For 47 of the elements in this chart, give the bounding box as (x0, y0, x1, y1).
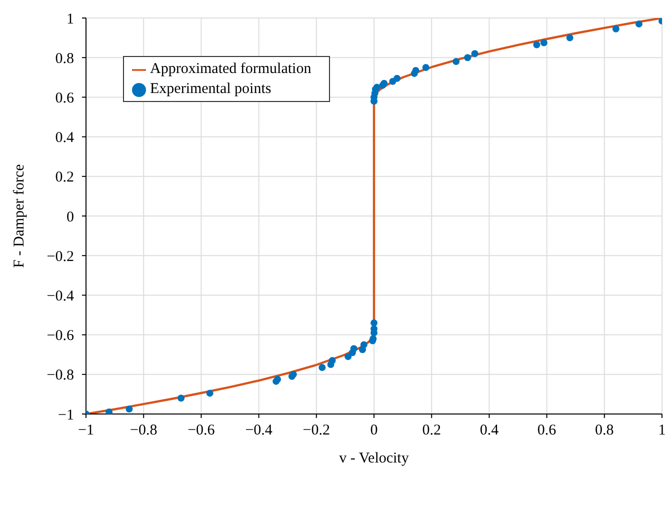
legend-label: Approximated formulation (150, 61, 312, 77)
legend-label: Experimental points (150, 81, 272, 97)
x-tick-label: 0.8 (595, 422, 614, 439)
x-tick-label: 0.2 (422, 422, 441, 439)
point (452, 58, 460, 66)
point (370, 319, 378, 326)
y-tick-label: 0.4 (55, 130, 74, 146)
y-tick-label: −0.2 (46, 248, 74, 265)
point (540, 39, 548, 46)
y-tick-label: 0.2 (55, 170, 74, 186)
y-axis-title: F - Damper force (11, 164, 28, 268)
x-tick-label: −1 (78, 422, 94, 439)
x-tick-label: −0.4 (245, 422, 273, 439)
point (566, 34, 574, 42)
point (412, 66, 420, 74)
x-tick-label: −0.8 (130, 422, 158, 439)
point (106, 408, 113, 414)
x-tick-label: 0 (370, 422, 378, 439)
point (350, 345, 358, 352)
y-tick-label: −0.4 (46, 288, 74, 305)
point (328, 357, 336, 364)
point (318, 364, 326, 371)
point (635, 20, 642, 28)
x-tick-label: −0.6 (188, 422, 216, 439)
point (178, 394, 185, 402)
y-tick-label: 0 (66, 209, 74, 226)
y-tick-label: −1 (58, 407, 74, 424)
point (471, 50, 478, 58)
y-tick-label: 0.8 (55, 50, 74, 67)
x-axis-title: v - Velocity (339, 450, 410, 467)
point (533, 41, 540, 48)
point (126, 406, 133, 413)
y-tick-label: −0.6 (46, 328, 74, 344)
y-tick-label: 1 (66, 11, 74, 28)
x-tick-label: −0.2 (302, 422, 330, 439)
y-tick-label: −0.8 (46, 368, 74, 384)
x-tick-label: 1 (658, 422, 666, 439)
point (360, 341, 368, 348)
x-tick-label: 0.4 (480, 422, 500, 439)
point (344, 353, 352, 360)
point (422, 64, 430, 71)
point (394, 74, 401, 82)
x-tick-label: 0.6 (537, 422, 557, 439)
point (612, 25, 620, 32)
point (464, 54, 472, 62)
point (206, 390, 214, 397)
y-tick-label: 0.6 (55, 90, 74, 107)
